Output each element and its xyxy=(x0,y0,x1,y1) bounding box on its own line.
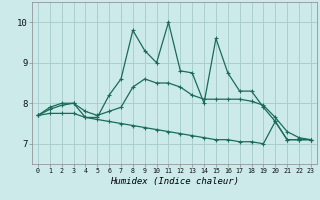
X-axis label: Humidex (Indice chaleur): Humidex (Indice chaleur) xyxy=(110,177,239,186)
